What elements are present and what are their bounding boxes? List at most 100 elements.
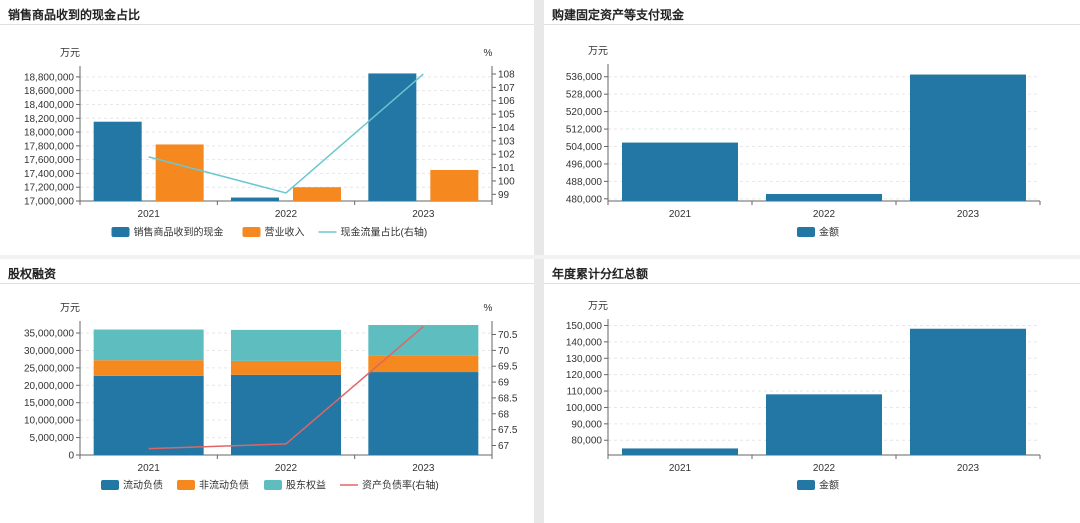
y-tick-label: 18,200,000 — [24, 114, 74, 125]
series-line — [148, 326, 424, 450]
x-tick-label: 2022 — [813, 209, 836, 220]
y-tick-label: 5,000,000 — [30, 433, 75, 444]
y-tick-label: 496,000 — [566, 159, 603, 170]
bar — [766, 194, 882, 201]
x-tick-label: 2022 — [275, 209, 298, 220]
title-divider — [544, 283, 1080, 284]
y-tick-label: 35,000,000 — [24, 329, 74, 340]
legend-label: 金额 — [819, 479, 839, 492]
bar — [93, 329, 204, 361]
y-tick-label: 90,000 — [571, 419, 602, 430]
y2-tick-label: 67.5 — [498, 425, 518, 436]
y-tick-label: 528,000 — [566, 90, 603, 101]
bar — [155, 144, 204, 201]
y2-tick-label: 103 — [498, 136, 515, 147]
bar — [368, 73, 417, 201]
x-tick-label: 2022 — [813, 463, 836, 474]
x-tick-label: 2021 — [138, 463, 161, 474]
vertical-separator — [534, 0, 544, 523]
series-line — [148, 73, 424, 194]
chart-title: 股权融资 — [8, 267, 57, 281]
chart-panel-fixed-assets: 购建固定资产等支付现金 480,000 488,000 496,000 504,000… — [544, 0, 1080, 255]
bar — [231, 360, 341, 375]
legend-swatch — [242, 227, 261, 237]
chart-title: 购建固定资产等支付现金 — [552, 8, 685, 22]
y2-tick-label: 106 — [498, 96, 515, 107]
bar — [231, 374, 341, 455]
y2-tick-label: 101 — [498, 163, 515, 174]
x-tick-label: 2021 — [138, 209, 161, 220]
chart-svg: 80,000 90,000 100,000 110,000 120,000 130,000… — [566, 301, 1041, 492]
chart-panel-dividends: 年度累计分红总额 80,000 90,000 100,000 110,000 120,0… — [544, 259, 1080, 523]
bar — [93, 360, 204, 376]
bar — [430, 169, 479, 201]
legend-label: 现金流量占比(右轴) — [341, 226, 428, 239]
y-tick-label: 130,000 — [566, 354, 603, 365]
bar — [766, 394, 882, 455]
y-tick-label: 18,800,000 — [24, 72, 74, 83]
y2-tick-label: 105 — [498, 110, 515, 121]
legend-label: 非流动负债 — [199, 479, 249, 492]
y-tick-label: 17,400,000 — [24, 169, 74, 180]
y-tick-label: 512,000 — [566, 125, 603, 136]
bar — [93, 121, 142, 201]
title-divider — [0, 283, 534, 284]
chart-svg: 17,000,000 17,200,000 17,400,000 17,600,000… — [24, 48, 515, 239]
y-tick-label: 0 — [68, 451, 74, 462]
bar — [368, 325, 479, 356]
y2-axis-unit: % — [484, 303, 493, 314]
chart-title: 年度累计分红总额 — [552, 267, 649, 281]
y2-tick-label: 68.5 — [498, 393, 518, 404]
x-tick-label: 2023 — [957, 463, 980, 474]
y-tick-label: 18,600,000 — [24, 86, 74, 97]
y-tick-label: 80,000 — [571, 436, 602, 447]
legend-label: 股东权益 — [286, 479, 326, 492]
y-tick-label: 480,000 — [566, 194, 603, 205]
y2-tick-label: 69 — [498, 378, 510, 389]
y-axis-unit: 万元 — [60, 48, 80, 59]
chart-panel-equity: 股权融资 0 5,000,000 10,000,000 15,000,000 20,00… — [0, 259, 534, 523]
title-divider — [0, 24, 534, 25]
y2-tick-label: 104 — [498, 123, 515, 134]
y2-tick-label: 108 — [498, 70, 515, 81]
x-tick-label: 2021 — [669, 209, 692, 220]
chart-svg: 0 5,000,000 10,000,000 15,000,000 20,000,000… — [24, 303, 518, 492]
y2-tick-label: 69.5 — [498, 362, 518, 373]
legend-label: 金额 — [819, 226, 839, 239]
y-tick-label: 15,000,000 — [24, 398, 74, 409]
x-tick-label: 2021 — [669, 463, 692, 474]
y-tick-label: 17,000,000 — [24, 197, 74, 208]
y2-tick-label: 70.5 — [498, 330, 518, 341]
y-tick-label: 140,000 — [566, 337, 603, 348]
y-tick-label: 20,000,000 — [24, 381, 74, 392]
x-tick-label: 2023 — [412, 209, 435, 220]
y2-axis-unit: % — [484, 48, 493, 59]
y2-tick-label: 102 — [498, 150, 515, 161]
y2-tick-label: 99 — [498, 190, 510, 201]
legend-swatch — [264, 480, 282, 490]
y2-tick-label: 100 — [498, 176, 515, 187]
x-tick-label: 2022 — [275, 463, 298, 474]
legend-swatch — [797, 227, 815, 237]
bar — [368, 355, 479, 373]
legend-swatch — [177, 480, 195, 490]
bar — [622, 142, 738, 201]
legend-label: 资产负债率(右轴) — [362, 479, 439, 492]
chart-svg: 480,000 488,000 496,000 504,000 512,000 520,0… — [566, 46, 1041, 239]
y-tick-label: 110,000 — [567, 387, 603, 398]
y-tick-label: 504,000 — [566, 142, 603, 153]
y-tick-label: 18,400,000 — [24, 100, 74, 111]
bar — [910, 74, 1026, 201]
bar — [231, 329, 341, 361]
x-tick-label: 2023 — [957, 209, 980, 220]
bar — [622, 448, 738, 455]
bar — [93, 375, 204, 455]
y-tick-label: 30,000,000 — [24, 346, 74, 357]
legend-swatch — [111, 227, 130, 237]
legend-label: 营业收入 — [265, 226, 305, 239]
y-axis-unit: 万元 — [60, 303, 80, 314]
y-tick-label: 488,000 — [566, 177, 603, 188]
bar — [910, 328, 1026, 455]
y-axis-unit: 万元 — [588, 46, 608, 57]
y-tick-label: 520,000 — [566, 107, 603, 118]
